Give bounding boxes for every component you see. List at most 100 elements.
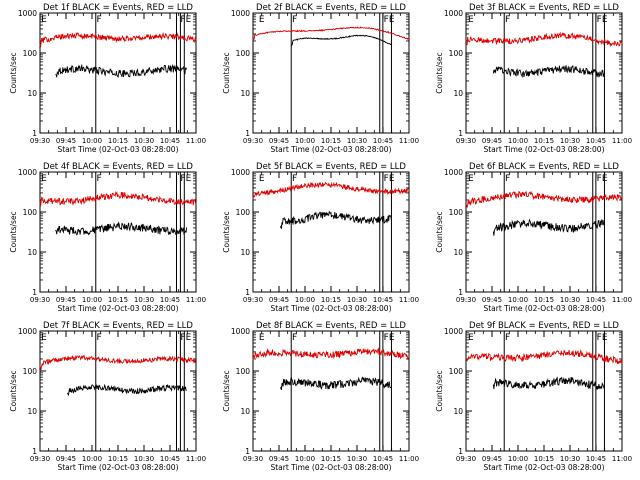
y-tick-label: 100 — [236, 367, 251, 376]
segment-marker: E — [468, 174, 474, 184]
series-lld-line — [465, 31, 623, 48]
y-tick-label: 10 — [453, 407, 463, 416]
x-tick-label: 10:45 — [586, 137, 606, 145]
series-lld-line — [252, 26, 410, 41]
y-tick-label: 100 — [23, 49, 38, 58]
x-tick-label: 09:30 — [30, 296, 50, 304]
plot-panel-9: Det 9f BLACK = Events, RED = LLD 1 10 100 10… — [435, 321, 632, 472]
y-tick-label: 1000 — [231, 9, 250, 18]
x-tick-label: 11:00 — [186, 296, 206, 304]
x-tick-label: 11:00 — [186, 455, 206, 463]
x-tick-label: 10:30 — [560, 455, 580, 463]
x-tick-label: 11:00 — [399, 455, 419, 463]
series-events-line — [66, 383, 187, 396]
y-tick-label: 10 — [240, 407, 250, 416]
series-lld-line — [39, 31, 197, 48]
segment-marker: FE — [180, 333, 191, 343]
series-events-line — [279, 376, 392, 390]
plot-frame — [39, 330, 197, 452]
x-axis-label: Start Time (02-Oct-03 08:28:00) — [483, 304, 604, 313]
segment-marker: FE — [597, 15, 608, 25]
x-tick-label: 09:30 — [456, 296, 476, 304]
x-tick-label: 09:30 — [456, 455, 476, 463]
x-axis-label: Start Time (02-Oct-03 08:28:00) — [483, 145, 604, 154]
x-tick-label: 09:45 — [56, 455, 76, 463]
plot-panel-2: Det 2f BLACK = Events, RED = LLD 1 10 100 10… — [222, 3, 419, 154]
segment-marker: FE — [597, 333, 608, 343]
x-axis-label: Start Time (02-Oct-03 08:28:00) — [270, 304, 391, 313]
x-tick-label: 10:00 — [82, 455, 102, 463]
x-tick-label: 10:45 — [160, 455, 180, 463]
y-tick-label: 10 — [240, 248, 250, 257]
plot-title: Det 3f BLACK = Events, RED = LLD — [469, 3, 619, 13]
series-lld-line — [39, 190, 197, 207]
x-tick-label: 10:15 — [321, 137, 341, 145]
plot-frame — [465, 171, 623, 293]
x-tick-label: 10:15 — [108, 296, 128, 304]
y-tick-label: 10 — [453, 248, 463, 257]
y-tick-label: 1000 — [18, 168, 37, 177]
y-tick-label: 100 — [23, 208, 38, 217]
y-tick-label: 10 — [27, 407, 37, 416]
y-axis-label: Counts/sec — [435, 52, 444, 93]
plot-title: Det 1f BLACK = Events, RED = LLD — [43, 3, 193, 13]
y-tick-label: 100 — [23, 367, 38, 376]
y-axis-label: Counts/sec — [222, 52, 231, 93]
x-tick-label: 10:45 — [373, 137, 393, 145]
x-tick-label: 10:30 — [134, 455, 154, 463]
series-lld-line — [252, 181, 410, 200]
segment-marker: E — [468, 15, 474, 25]
x-tick-label: 09:30 — [30, 455, 50, 463]
segment-marker: F — [97, 15, 102, 25]
segment-marker: FE — [384, 174, 395, 184]
plot-panel-7: Det 7f BLACK = Events, RED = LLD 1 10 100 10… — [9, 321, 206, 472]
plot-title: Det 5f BLACK = Events, RED = LLD — [256, 162, 406, 172]
y-axis-label: Counts/sec — [222, 211, 231, 252]
segment-marker: FE — [180, 15, 191, 25]
x-tick-label: 10:45 — [373, 455, 393, 463]
series-lld-line — [465, 190, 623, 209]
x-tick-label: 10:00 — [82, 137, 102, 145]
segment-marker: F — [292, 15, 297, 25]
x-tick-label: 10:15 — [108, 455, 128, 463]
segment-marker: E — [41, 333, 47, 343]
series-events-line — [279, 210, 392, 229]
x-tick-label: 11:00 — [186, 137, 206, 145]
y-axis-label: Counts/sec — [9, 52, 18, 93]
y-tick-label: 1 — [245, 129, 250, 138]
x-tick-label: 09:45 — [56, 296, 76, 304]
x-tick-label: 10:15 — [321, 296, 341, 304]
x-tick-label: 11:00 — [612, 455, 632, 463]
series-events-line — [55, 221, 188, 236]
y-axis-label: Counts/sec — [9, 370, 18, 411]
segment-marker: FE — [384, 15, 395, 25]
y-tick-label: 1 — [32, 129, 37, 138]
series-lld-line — [465, 349, 623, 365]
y-tick-label: 1000 — [444, 168, 463, 177]
x-tick-label: 10:30 — [134, 137, 154, 145]
x-tick-label: 09:45 — [269, 137, 289, 145]
y-tick-label: 10 — [453, 89, 463, 98]
x-axis-label: Start Time (02-Oct-03 08:28:00) — [270, 145, 391, 154]
x-axis-label: Start Time (02-Oct-03 08:28:00) — [483, 463, 604, 472]
y-tick-label: 1000 — [231, 168, 250, 177]
segment-marker: E — [259, 333, 265, 343]
x-tick-label: 09:45 — [482, 455, 502, 463]
segment-marker: F — [505, 333, 510, 343]
series-events-line — [290, 34, 392, 46]
plot-panel-5: Det 5f BLACK = Events, RED = LLD 1 10 100 10… — [222, 162, 419, 313]
x-tick-label: 10:45 — [586, 296, 606, 304]
x-tick-label: 10:15 — [534, 455, 554, 463]
x-tick-label: 10:00 — [82, 296, 102, 304]
x-tick-label: 10:30 — [347, 455, 367, 463]
series-events-line — [55, 63, 188, 78]
plot-title: Det 2f BLACK = Events, RED = LLD — [256, 3, 406, 13]
x-tick-label: 09:30 — [243, 296, 263, 304]
x-tick-label: 09:45 — [482, 137, 502, 145]
plot-title: Det 8f BLACK = Events, RED = LLD — [256, 321, 406, 331]
y-tick-label: 1000 — [18, 327, 37, 336]
plot-panel-3: Det 3f BLACK = Events, RED = LLD 1 10 100 10… — [435, 3, 632, 154]
x-tick-label: 10:45 — [586, 455, 606, 463]
x-tick-label: 09:45 — [482, 296, 502, 304]
segment-marker: E — [41, 15, 47, 25]
